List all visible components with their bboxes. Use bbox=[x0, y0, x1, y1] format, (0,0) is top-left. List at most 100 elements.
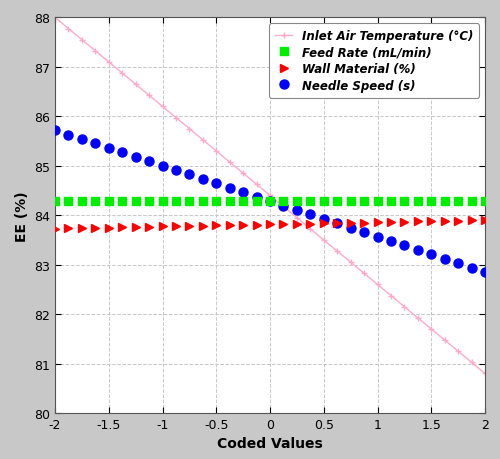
Needle Speed (s) bbox=[200, 177, 206, 182]
Feed Rate (mL/min) bbox=[428, 199, 434, 205]
Wall Material (%) bbox=[92, 225, 98, 231]
Inlet Air Temperature (°C) bbox=[280, 204, 286, 210]
Feed Rate (mL/min) bbox=[348, 199, 354, 205]
Needle Speed (s) bbox=[267, 199, 273, 204]
Feed Rate (mL/min) bbox=[106, 199, 112, 205]
Feed Rate (mL/min) bbox=[415, 199, 421, 205]
Inlet Air Temperature (°C) bbox=[374, 282, 380, 288]
Inlet Air Temperature (°C) bbox=[388, 293, 394, 299]
Inlet Air Temperature (°C) bbox=[402, 304, 407, 310]
Needle Speed (s) bbox=[455, 261, 461, 266]
Needle Speed (s) bbox=[106, 146, 112, 151]
Inlet Air Temperature (°C) bbox=[267, 193, 273, 199]
Wall Material (%) bbox=[294, 222, 300, 227]
Wall Material (%) bbox=[132, 225, 138, 230]
Feed Rate (mL/min) bbox=[267, 199, 273, 205]
Needle Speed (s) bbox=[280, 203, 286, 209]
Needle Speed (s) bbox=[334, 221, 340, 227]
Needle Speed (s) bbox=[146, 159, 152, 165]
Needle Speed (s) bbox=[428, 252, 434, 257]
Wall Material (%) bbox=[186, 224, 192, 229]
Wall Material (%) bbox=[173, 224, 179, 230]
Wall Material (%) bbox=[160, 224, 166, 230]
Needle Speed (s) bbox=[52, 128, 58, 134]
Feed Rate (mL/min) bbox=[374, 199, 380, 205]
Feed Rate (mL/min) bbox=[482, 199, 488, 205]
Feed Rate (mL/min) bbox=[468, 199, 474, 205]
Inlet Air Temperature (°C) bbox=[428, 326, 434, 332]
Inlet Air Temperature (°C) bbox=[455, 349, 461, 354]
Inlet Air Temperature (°C) bbox=[92, 49, 98, 55]
Wall Material (%) bbox=[254, 222, 260, 228]
Legend: Inlet Air Temperature (°C), Feed Rate (mL/min), Wall Material (%), Needle Speed : Inlet Air Temperature (°C), Feed Rate (m… bbox=[269, 24, 479, 99]
Feed Rate (mL/min) bbox=[294, 199, 300, 205]
Inlet Air Temperature (°C) bbox=[79, 38, 85, 43]
Wall Material (%) bbox=[468, 218, 474, 224]
Feed Rate (mL/min) bbox=[173, 199, 179, 205]
Needle Speed (s) bbox=[482, 270, 488, 275]
Needle Speed (s) bbox=[213, 181, 219, 187]
Inlet Air Temperature (°C) bbox=[106, 60, 112, 66]
Needle Speed (s) bbox=[308, 212, 314, 218]
Wall Material (%) bbox=[428, 219, 434, 224]
Needle Speed (s) bbox=[468, 265, 474, 271]
Wall Material (%) bbox=[482, 218, 488, 224]
Wall Material (%) bbox=[66, 226, 71, 231]
Inlet Air Temperature (°C) bbox=[226, 160, 232, 165]
Inlet Air Temperature (°C) bbox=[294, 215, 300, 221]
Needle Speed (s) bbox=[79, 137, 85, 142]
Inlet Air Temperature (°C) bbox=[119, 71, 125, 77]
Feed Rate (mL/min) bbox=[308, 199, 314, 205]
Wall Material (%) bbox=[455, 218, 461, 224]
Feed Rate (mL/min) bbox=[280, 199, 286, 205]
Inlet Air Temperature (°C) bbox=[240, 171, 246, 177]
Inlet Air Temperature (°C) bbox=[146, 93, 152, 99]
Inlet Air Temperature (°C) bbox=[200, 138, 206, 143]
Feed Rate (mL/min) bbox=[254, 199, 260, 205]
Wall Material (%) bbox=[402, 219, 407, 225]
Needle Speed (s) bbox=[160, 163, 166, 169]
Feed Rate (mL/min) bbox=[186, 199, 192, 205]
Needle Speed (s) bbox=[173, 168, 179, 174]
Inlet Air Temperature (°C) bbox=[66, 27, 71, 32]
Wall Material (%) bbox=[374, 220, 380, 225]
Wall Material (%) bbox=[280, 222, 286, 227]
Feed Rate (mL/min) bbox=[119, 199, 125, 205]
Wall Material (%) bbox=[240, 223, 246, 228]
Needle Speed (s) bbox=[226, 185, 232, 191]
Wall Material (%) bbox=[213, 223, 219, 229]
Needle Speed (s) bbox=[402, 243, 407, 249]
Needle Speed (s) bbox=[66, 133, 71, 138]
Needle Speed (s) bbox=[254, 195, 260, 200]
Feed Rate (mL/min) bbox=[321, 199, 327, 205]
Feed Rate (mL/min) bbox=[361, 199, 367, 205]
Feed Rate (mL/min) bbox=[200, 199, 206, 205]
Inlet Air Temperature (°C) bbox=[442, 337, 448, 343]
Inlet Air Temperature (°C) bbox=[186, 127, 192, 132]
Wall Material (%) bbox=[226, 223, 232, 229]
Y-axis label: EE (%): EE (%) bbox=[14, 190, 28, 241]
Wall Material (%) bbox=[146, 224, 152, 230]
Inlet Air Temperature (°C) bbox=[482, 371, 488, 376]
Feed Rate (mL/min) bbox=[402, 199, 407, 205]
Inlet Air Temperature (°C) bbox=[160, 104, 166, 110]
Inlet Air Temperature (°C) bbox=[468, 360, 474, 365]
Wall Material (%) bbox=[106, 225, 112, 231]
Feed Rate (mL/min) bbox=[213, 199, 219, 205]
Feed Rate (mL/min) bbox=[79, 199, 85, 205]
Wall Material (%) bbox=[334, 221, 340, 226]
Needle Speed (s) bbox=[294, 208, 300, 213]
Inlet Air Temperature (°C) bbox=[213, 149, 219, 154]
Wall Material (%) bbox=[361, 220, 367, 226]
Wall Material (%) bbox=[308, 221, 314, 227]
Feed Rate (mL/min) bbox=[388, 199, 394, 205]
Wall Material (%) bbox=[442, 218, 448, 224]
Inlet Air Temperature (°C) bbox=[52, 16, 58, 21]
Needle Speed (s) bbox=[119, 150, 125, 156]
Feed Rate (mL/min) bbox=[52, 199, 58, 205]
Needle Speed (s) bbox=[321, 217, 327, 222]
Feed Rate (mL/min) bbox=[240, 199, 246, 205]
Feed Rate (mL/min) bbox=[132, 199, 138, 205]
Inlet Air Temperature (°C) bbox=[254, 182, 260, 188]
Needle Speed (s) bbox=[442, 257, 448, 262]
